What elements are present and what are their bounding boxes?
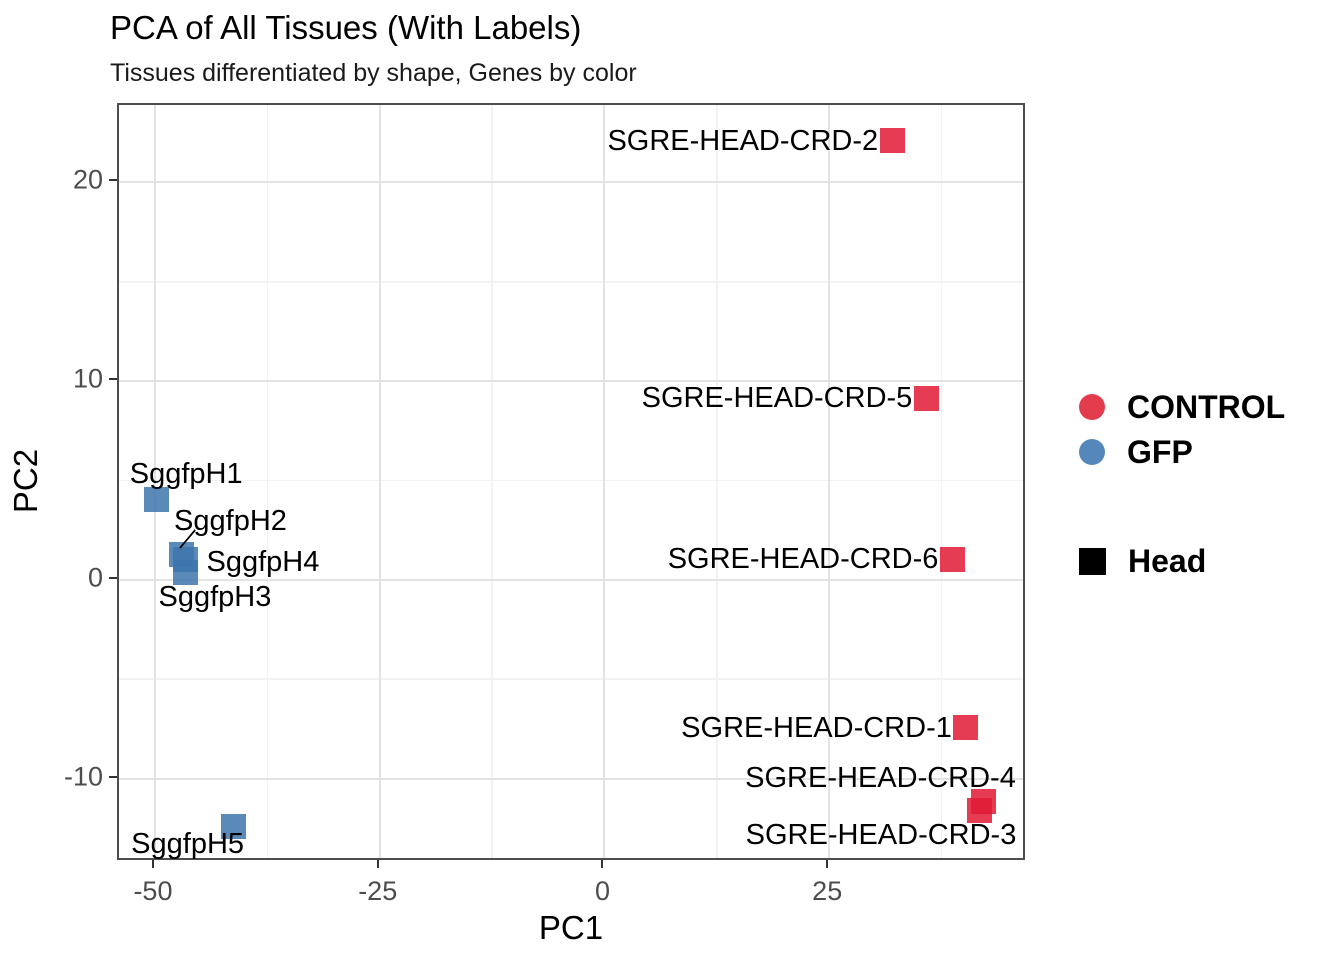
x-gridline-minor: [716, 105, 718, 858]
point-label-SggfpH5: SggfpH5: [131, 828, 245, 861]
x-gridline-major: [378, 105, 381, 858]
plot-panel: SggfpH1 SggfpH2 SggfpH4 SggfpH3 SggfpH5 SGRE-…: [117, 103, 1025, 860]
data-point-SGRE-HEAD-CRD-5: [913, 385, 939, 411]
data-point-SggfpH5: [220, 813, 246, 839]
y-gridline-minor: [119, 479, 1023, 482]
y-gridline-major: [119, 578, 1023, 581]
y-gridline-minor: [119, 281, 1023, 283]
y-tick-label: 10: [72, 363, 103, 394]
data-point-SGRE-HEAD-CRD-6: [939, 546, 965, 572]
x-gridline-major: [153, 105, 156, 858]
chart-subtitle: Tissues differentiated by shape, Genes b…: [110, 59, 637, 87]
point-label-SGRE-HEAD-CRD-1: SGRE-HEAD-CRD-1: [681, 711, 952, 744]
x-tick-label: 0: [594, 876, 610, 906]
legend: CONTROL GFP Head: [1068, 0, 1344, 960]
legend-label-head: Head: [1128, 542, 1207, 579]
y-tick-label: -10: [63, 761, 103, 792]
legend-label-gfp: GFP: [1127, 433, 1193, 470]
x-tick-label: -25: [358, 876, 398, 906]
x-gridline-minor: [491, 105, 493, 858]
legend-item-head: Head: [1079, 539, 1206, 583]
y-gridline-major: [119, 777, 1023, 780]
x-axis-title: PC1: [538, 909, 604, 946]
point-label-SGRE-HEAD-CRD-6: SGRE-HEAD-CRD-6: [667, 543, 939, 575]
x-tick-mark: [601, 860, 604, 868]
control-swatch-icon: [1079, 394, 1105, 420]
y-tick-mark: [109, 179, 117, 182]
data-point-SggfpH3: [173, 560, 199, 586]
legend-item-gfp: GFP: [1079, 430, 1193, 474]
y-gridline-major: [119, 380, 1023, 383]
legend-label-control: CONTROL: [1127, 388, 1286, 425]
point-label-SggfpH1: SggfpH1: [129, 458, 243, 491]
gfp-swatch-icon: [1079, 439, 1105, 465]
data-point-SggfpH1: [144, 486, 170, 512]
x-tick-label: -50: [133, 876, 173, 906]
x-gridline-major: [828, 105, 831, 858]
point-label-SggfpH3: SggfpH3: [158, 580, 272, 613]
point-label-SGRE-HEAD-CRD-5: SGRE-HEAD-CRD-5: [641, 382, 913, 415]
x-tick-mark: [151, 860, 154, 868]
y-tick-label: 0: [87, 562, 103, 593]
head-swatch-icon: [1079, 547, 1106, 575]
y-tick-mark: [109, 576, 117, 579]
data-point-SGRE-HEAD-CRD-2: [879, 128, 905, 154]
x-gridline-minor: [266, 105, 269, 858]
y-tick-label: 20: [72, 164, 103, 195]
point-label-SggfpH2: SggfpH2: [174, 504, 287, 537]
y-axis-title: PC2: [7, 448, 44, 514]
point-label-SGRE-HEAD-CRD-3: SGRE-HEAD-CRD-3: [745, 819, 1017, 852]
y-gridline-minor: [119, 678, 1023, 680]
legend-item-control: CONTROL: [1079, 385, 1285, 429]
data-point-SGRE-HEAD-CRD-3: [966, 797, 992, 823]
x-tick-mark: [376, 860, 379, 868]
x-tick-mark: [826, 860, 829, 868]
point-label-SggfpH4: SggfpH4: [206, 545, 320, 578]
y-tick-mark: [109, 775, 117, 778]
point-label-SGRE-HEAD-CRD-2: SGRE-HEAD-CRD-2: [607, 124, 879, 157]
y-tick-mark: [109, 378, 117, 381]
x-gridline-major: [603, 105, 606, 858]
data-point-SGRE-HEAD-CRD-1: [953, 715, 979, 741]
x-gridline-minor: [940, 105, 943, 858]
point-label-SGRE-HEAD-CRD-4: SGRE-HEAD-CRD-4: [745, 762, 1016, 795]
chart-title: PCA of All Tissues (With Labels): [110, 9, 582, 46]
x-tick-label: 25: [812, 876, 843, 906]
y-gridline-major: [119, 181, 1023, 184]
